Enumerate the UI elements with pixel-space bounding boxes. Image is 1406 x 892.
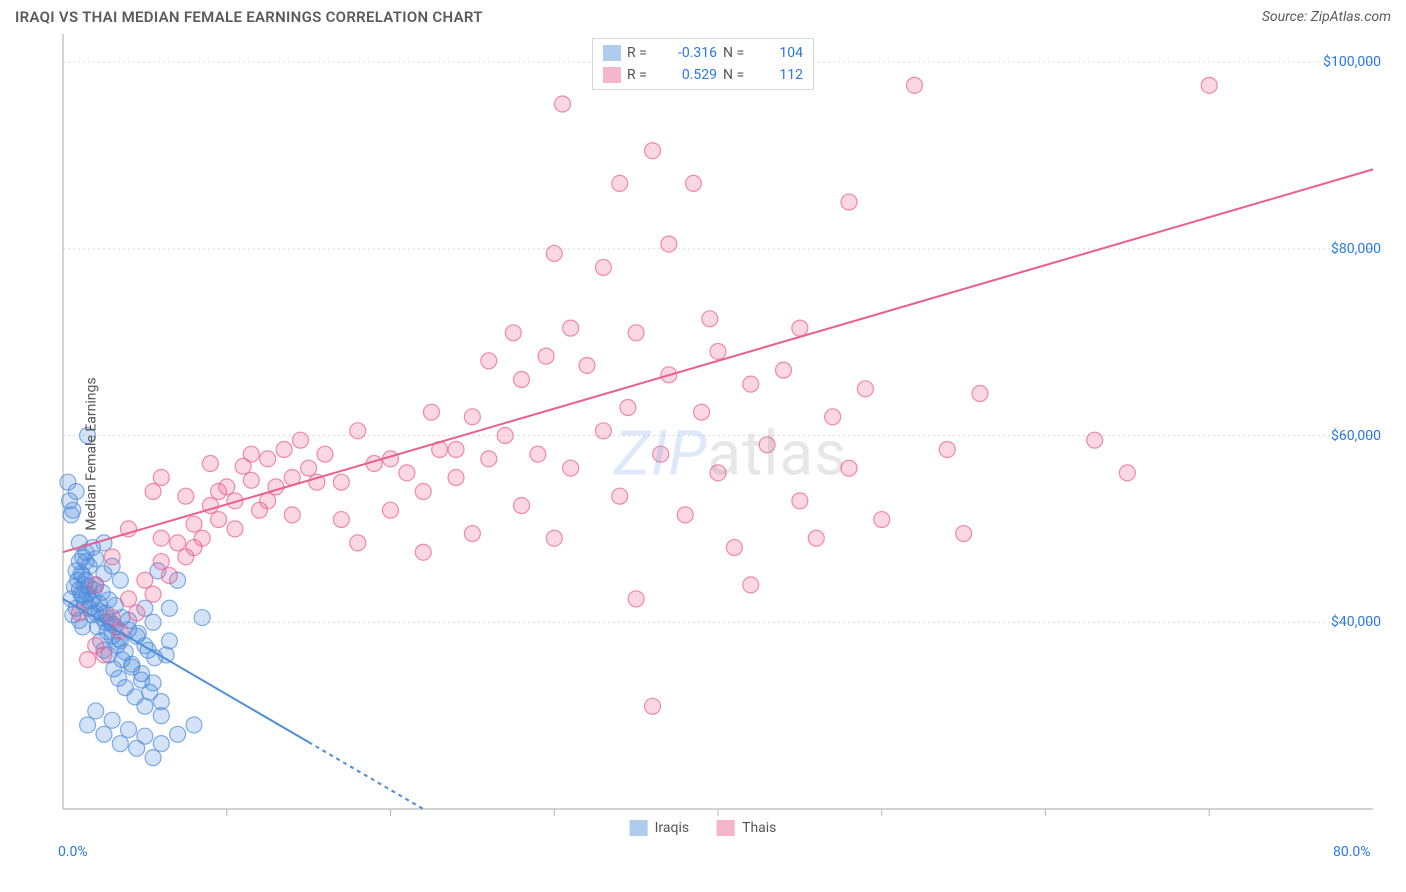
series-legend: Iraqis Thais <box>630 820 777 836</box>
correlation-legend: R = -0.316 N = 104 R = 0.529 N = 112 <box>592 38 814 90</box>
n-value: 104 <box>769 45 803 61</box>
x-tick-label: 0.0% <box>58 844 88 860</box>
legend-swatch <box>603 67 621 83</box>
chart-area: Median Female Earnings ZIPatlas R = -0.3… <box>13 34 1393 874</box>
chart-title: IRAQI VS THAI MEDIAN FEMALE EARNINGS COR… <box>15 8 483 26</box>
legend-swatch <box>603 45 621 61</box>
y-tick-label: $60,000 <box>1331 428 1381 444</box>
y-tick-label: $80,000 <box>1331 241 1381 257</box>
scatter-chart-svg <box>13 34 1393 874</box>
legend-swatch <box>717 820 735 836</box>
correlation-legend-row: R = -0.316 N = 104 <box>603 42 803 64</box>
legend-swatch <box>630 820 648 836</box>
correlation-legend-row: R = 0.529 N = 112 <box>603 64 803 86</box>
y-tick-label: $40,000 <box>1331 614 1381 630</box>
r-value: 0.529 <box>665 67 717 83</box>
chart-source: Source: ZipAtlas.com <box>1262 9 1391 25</box>
legend-item: Iraqis <box>630 820 689 836</box>
legend-label: Thais <box>742 820 776 836</box>
legend-item: Thais <box>717 820 776 836</box>
y-axis-label: Median Female Earnings <box>84 377 100 530</box>
n-value: 112 <box>769 67 803 83</box>
x-tick-label: 80.0% <box>1333 844 1371 860</box>
legend-label: Iraqis <box>655 820 689 836</box>
r-value: -0.316 <box>665 45 717 61</box>
y-tick-label: $100,000 <box>1323 54 1381 70</box>
